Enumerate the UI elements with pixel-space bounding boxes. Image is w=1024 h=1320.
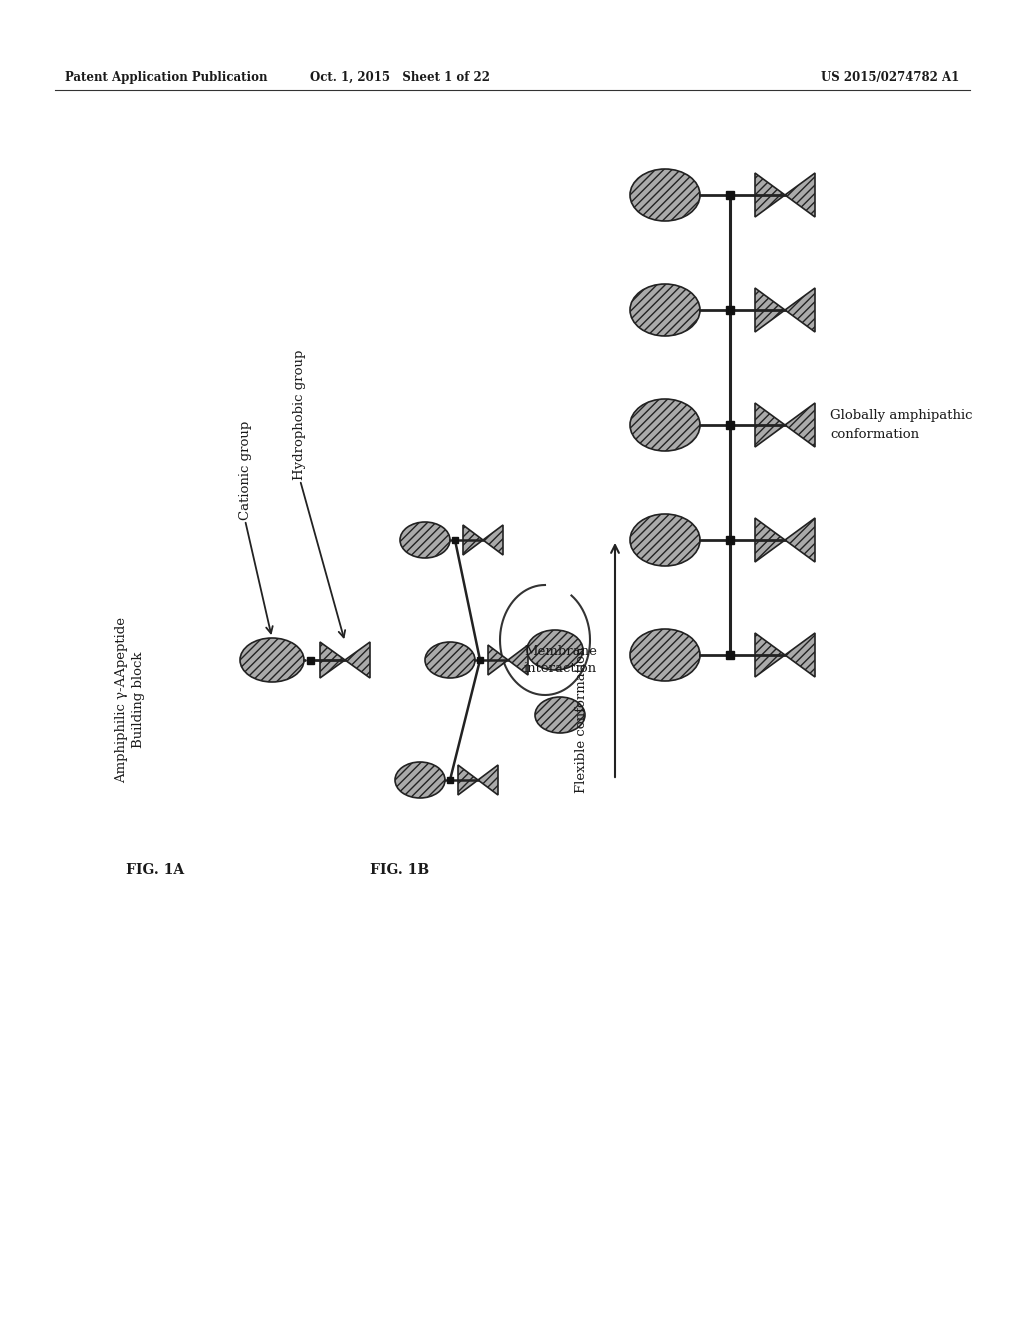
Polygon shape bbox=[785, 634, 815, 677]
Polygon shape bbox=[785, 517, 815, 562]
Polygon shape bbox=[488, 645, 508, 675]
Polygon shape bbox=[447, 777, 453, 783]
Text: Oct. 1, 2015   Sheet 1 of 22: Oct. 1, 2015 Sheet 1 of 22 bbox=[310, 70, 490, 83]
Polygon shape bbox=[452, 537, 458, 543]
Polygon shape bbox=[477, 657, 483, 663]
Polygon shape bbox=[463, 525, 483, 554]
Polygon shape bbox=[785, 288, 815, 333]
Polygon shape bbox=[483, 525, 503, 554]
Ellipse shape bbox=[400, 521, 450, 558]
Text: Flexible conformation: Flexible conformation bbox=[575, 647, 588, 793]
Polygon shape bbox=[755, 403, 785, 447]
Text: FIG. 1A: FIG. 1A bbox=[126, 863, 184, 876]
Ellipse shape bbox=[630, 513, 700, 566]
Ellipse shape bbox=[527, 630, 583, 671]
Ellipse shape bbox=[240, 638, 304, 682]
Polygon shape bbox=[755, 517, 785, 562]
Polygon shape bbox=[785, 173, 815, 216]
Text: Cationic group: Cationic group bbox=[239, 421, 252, 520]
Polygon shape bbox=[755, 288, 785, 333]
Polygon shape bbox=[755, 173, 785, 216]
Polygon shape bbox=[345, 642, 370, 678]
Polygon shape bbox=[319, 642, 345, 678]
Text: FIG. 1B: FIG. 1B bbox=[371, 863, 429, 876]
Text: Hydrophobic group: Hydrophobic group bbox=[294, 350, 306, 480]
Ellipse shape bbox=[535, 697, 585, 733]
Ellipse shape bbox=[630, 169, 700, 220]
Ellipse shape bbox=[630, 284, 700, 337]
Polygon shape bbox=[726, 191, 734, 199]
Text: Amphiphilic γ-AApeptide
Building block: Amphiphilic γ-AApeptide Building block bbox=[115, 616, 145, 783]
Polygon shape bbox=[755, 634, 785, 677]
Text: Patent Application Publication: Patent Application Publication bbox=[65, 70, 267, 83]
Polygon shape bbox=[508, 645, 528, 675]
Text: Globally amphipathic
conformation: Globally amphipathic conformation bbox=[830, 409, 973, 441]
Text: US 2015/0274782 A1: US 2015/0274782 A1 bbox=[821, 70, 959, 83]
Polygon shape bbox=[726, 421, 734, 429]
Text: Membrane
interaction: Membrane interaction bbox=[524, 645, 597, 675]
Polygon shape bbox=[726, 306, 734, 314]
Polygon shape bbox=[785, 403, 815, 447]
Ellipse shape bbox=[630, 630, 700, 681]
Ellipse shape bbox=[630, 399, 700, 451]
Polygon shape bbox=[478, 766, 498, 795]
Ellipse shape bbox=[425, 642, 475, 678]
Polygon shape bbox=[458, 766, 478, 795]
Polygon shape bbox=[726, 536, 734, 544]
Polygon shape bbox=[726, 651, 734, 659]
Polygon shape bbox=[306, 656, 313, 664]
Ellipse shape bbox=[395, 762, 445, 799]
